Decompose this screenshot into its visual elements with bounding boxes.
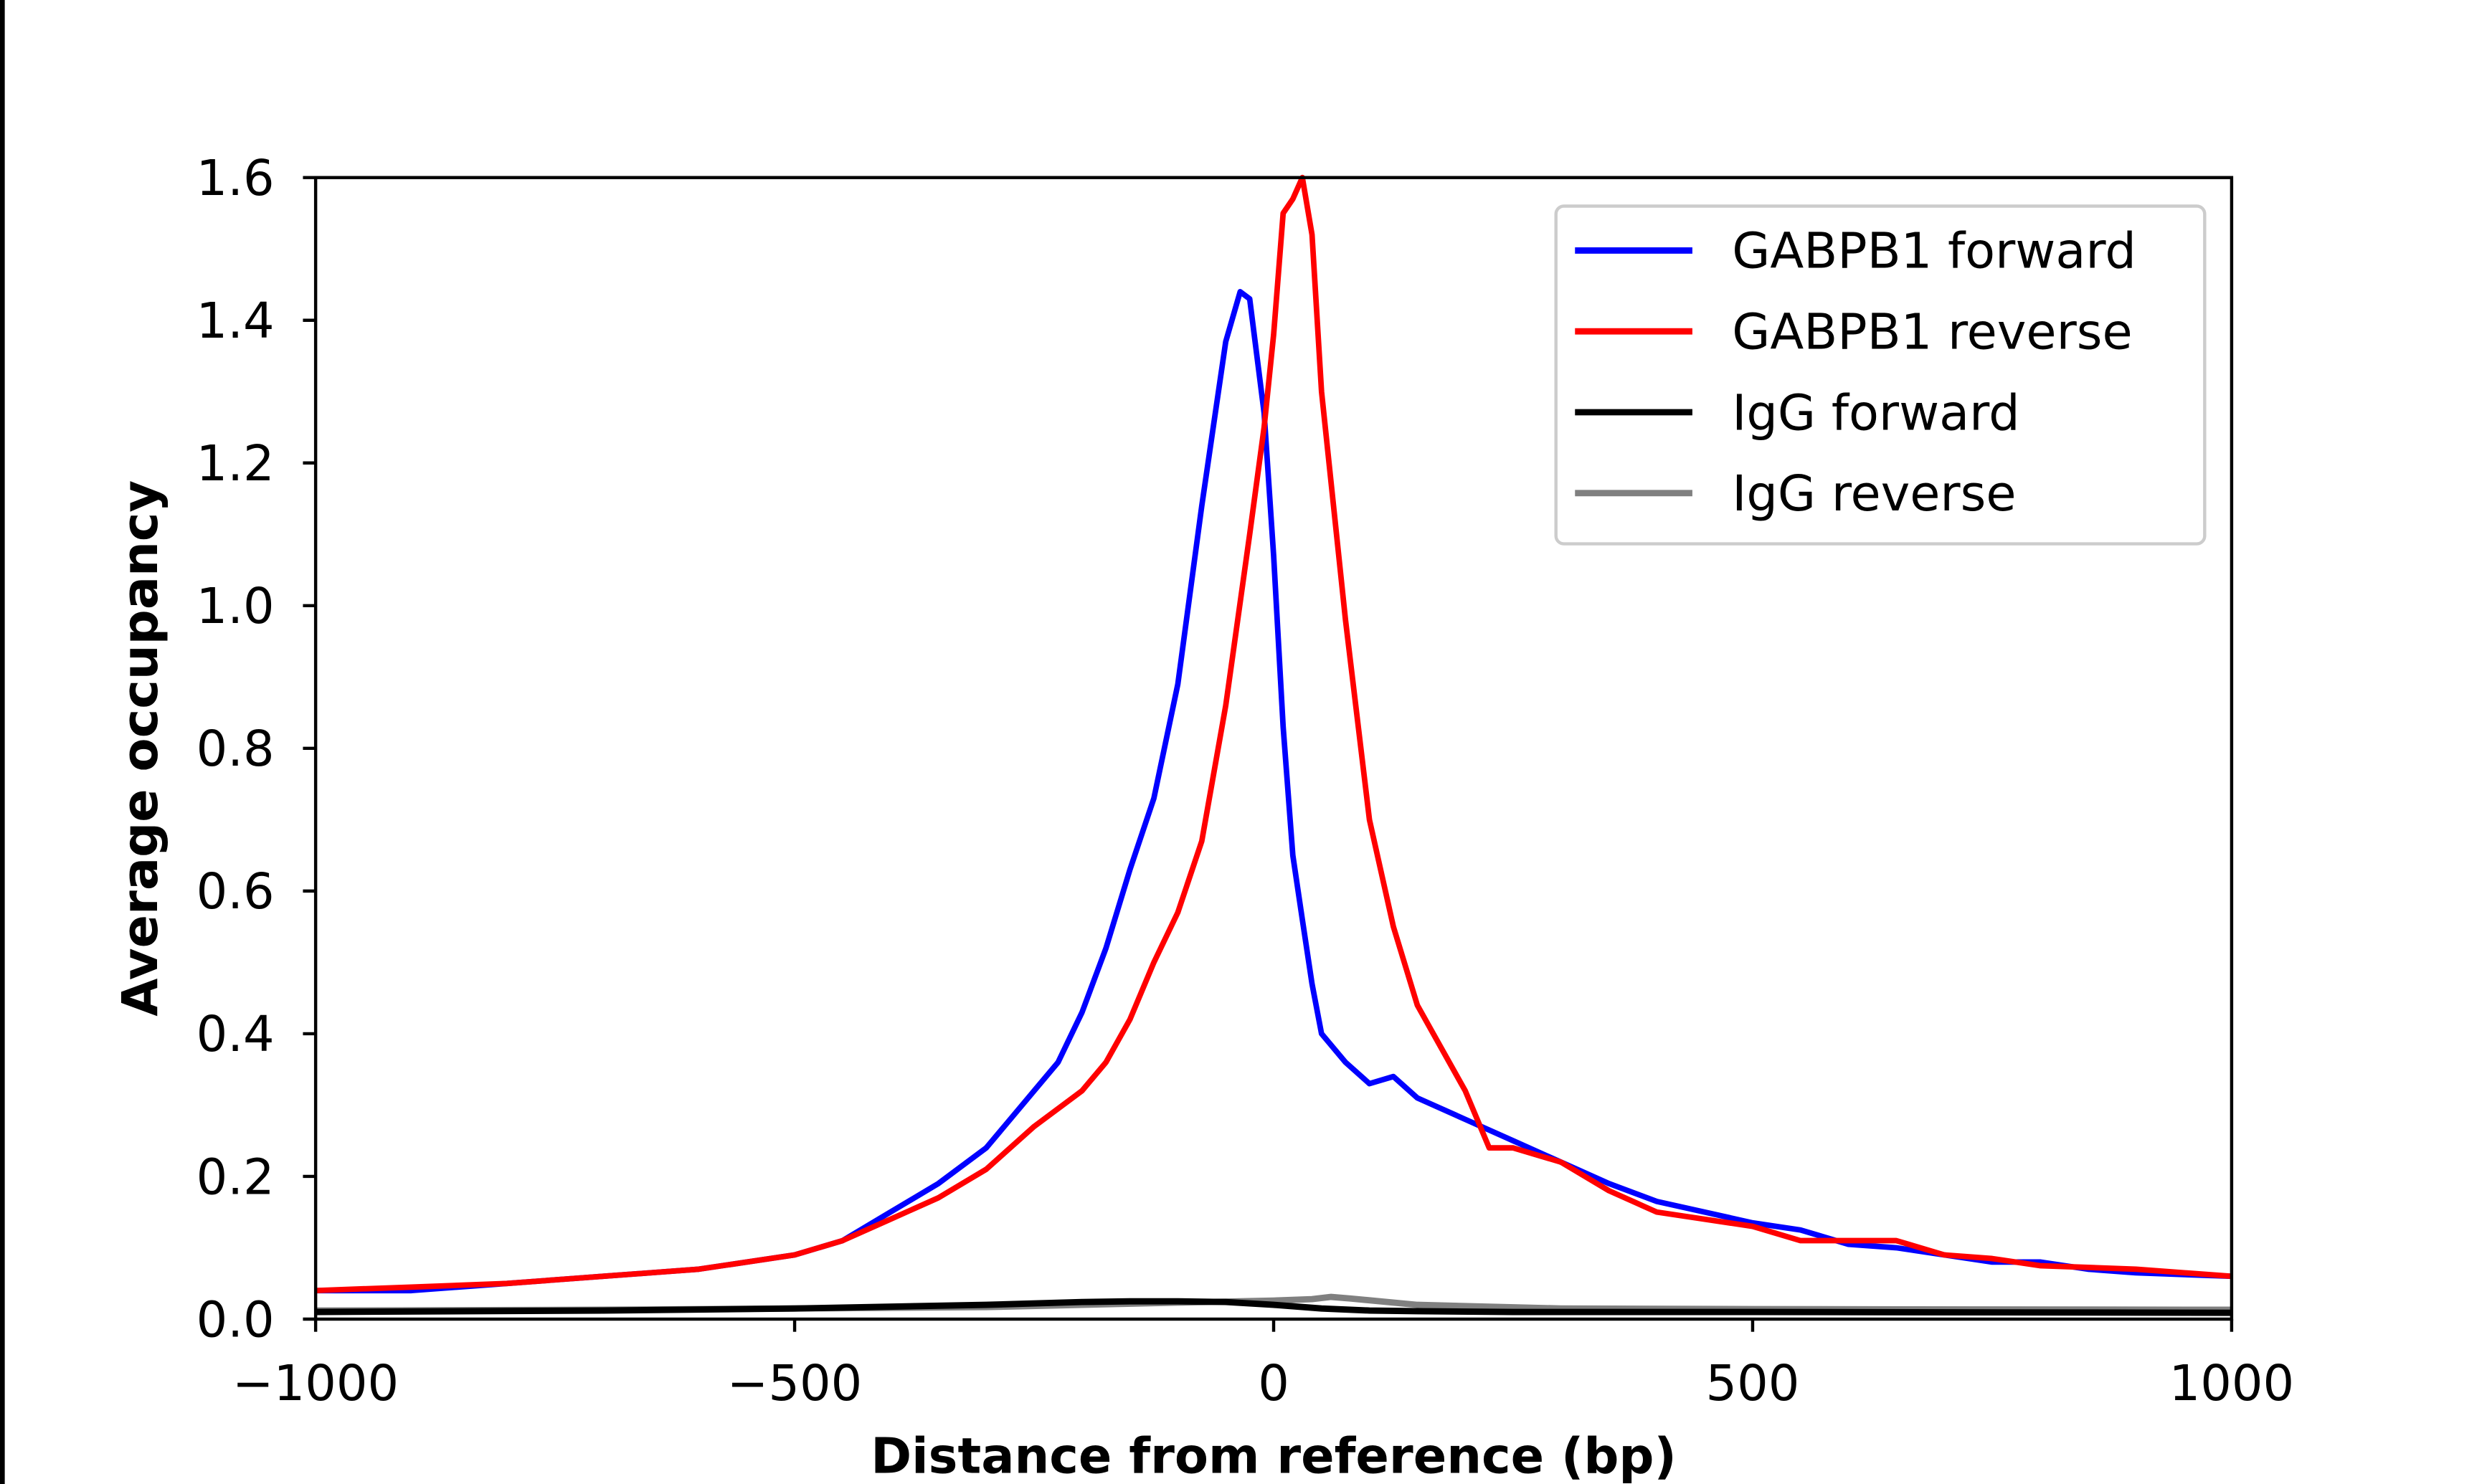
y-tick-label: 0.0	[196, 1291, 275, 1349]
y-tick-label: 1.0	[196, 578, 275, 635]
y-tick-label: 1.6	[196, 150, 275, 207]
y-axis-ticks: 0.0 0.2 0.4 0.6 0.8 1.0 1.2 1.4 1.6	[196, 150, 316, 1349]
legend-box	[1554, 204, 2207, 546]
legend-label: GABPB1 forward	[1732, 223, 2136, 280]
legend: GABPB1 forward GABPB1 reverse IgG forward I…	[1554, 204, 2207, 546]
y-tick-label: 1.2	[196, 435, 275, 493]
x-tick-label: 0	[1258, 1355, 1289, 1412]
y-tick-label: 0.6	[196, 863, 275, 921]
series-line-gabpb1-forward	[316, 289, 2232, 1294]
x-tick-label: −1000	[232, 1355, 399, 1412]
y-axis-label: Average occupancy	[112, 480, 169, 1017]
y-tick-label: 1.4	[196, 292, 275, 350]
x-tick-label: −500	[727, 1355, 862, 1412]
x-axis-label: Distance from reference (bp)	[871, 1428, 1677, 1484]
x-axis-ticks: −1000 −500 0 500 1000	[232, 1319, 2294, 1412]
y-tick-label: 0.4	[196, 1006, 275, 1063]
legend-label: GABPB1 reverse	[1732, 304, 2132, 361]
y-tick-label: 0.8	[196, 720, 275, 778]
legend-label: IgG forward	[1732, 384, 2019, 442]
left-edge-border	[0, 0, 5, 1484]
legend-label: IgG reverse	[1732, 465, 2016, 523]
y-tick-label: 0.2	[196, 1148, 275, 1206]
series-line-igg-forward	[316, 1298, 2232, 1316]
x-tick-label: 500	[1706, 1355, 1800, 1412]
x-tick-label: 1000	[2169, 1355, 2294, 1412]
